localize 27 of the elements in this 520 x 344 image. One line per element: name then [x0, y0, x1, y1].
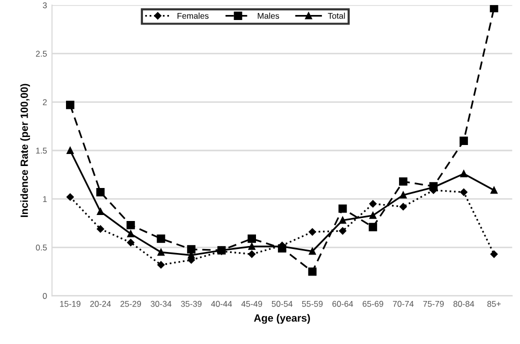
x-tick-label: 40-44 [211, 300, 232, 307]
y-tick-label: 1.5 [36, 148, 47, 154]
y-tick-label: 3 [42, 2, 47, 8]
x-tick-label: 25-29 [120, 300, 141, 307]
y-tick-label: 1 [43, 196, 47, 202]
x-tick-label: 45-49 [241, 300, 262, 307]
legend-label: Females [178, 12, 209, 19]
x-tick-label: 80-84 [453, 300, 474, 307]
y-tick-label: 0 [42, 293, 47, 299]
y-tick-label: 2 [42, 99, 47, 106]
x-tick-label: 55-59 [302, 300, 323, 307]
y-axis-title: Incidence Rate (per 100,00) [20, 84, 30, 217]
x-axis-title: Age (years) [254, 314, 310, 324]
x-tick-label: 30-34 [150, 300, 172, 307]
x-tick-label: 85+ [487, 300, 501, 307]
x-tick-label: 50-54 [272, 300, 293, 307]
legend-label: Total [328, 12, 345, 19]
x-tick-label: 65-69 [362, 300, 384, 307]
x-tick-label: 35-39 [180, 300, 202, 307]
y-tick-label: 0.5 [36, 244, 47, 250]
legend-label: Males [258, 12, 280, 19]
x-tick-label: 20-24 [90, 300, 111, 307]
x-tick-label: 15-19 [60, 300, 80, 307]
y-tick-label: 2.5 [36, 50, 47, 57]
x-tick-label: 60-64 [332, 300, 354, 307]
x-tick-label: 75-79 [423, 300, 444, 307]
x-tick-label: 70-74 [392, 300, 414, 307]
